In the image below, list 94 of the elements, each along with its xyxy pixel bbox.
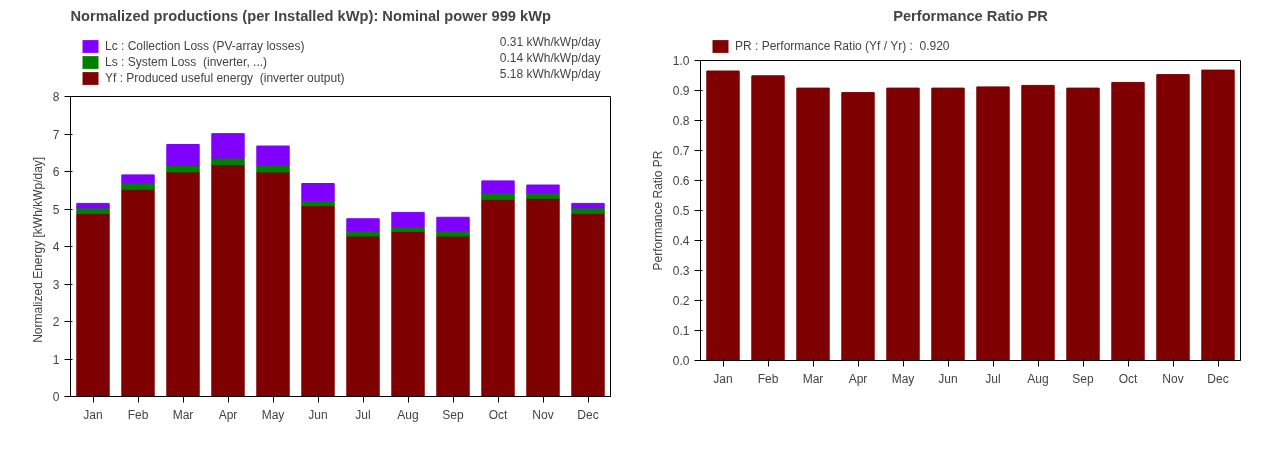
y-tick-label: 0.9 <box>672 84 690 98</box>
y-tick-label: 0.6 <box>672 174 690 188</box>
y-tick-label: 7 <box>52 127 60 142</box>
x-tick-label: Jun <box>938 371 958 386</box>
bar <box>481 180 515 194</box>
y-tick-label: 2 <box>52 315 60 329</box>
y-tick-label: 0.5 <box>672 204 690 218</box>
bar <box>166 144 200 166</box>
x-tick-label: Jun <box>308 407 328 422</box>
bar <box>571 213 605 397</box>
bar <box>796 87 830 361</box>
y-tick-label: 0.8 <box>672 114 690 128</box>
x-tick-label: Jan <box>83 407 103 422</box>
x-tick-label: Feb <box>757 371 779 386</box>
bar <box>931 87 965 361</box>
bar <box>1201 69 1235 361</box>
bar <box>391 211 425 228</box>
x-tick-label: Jul <box>355 407 371 422</box>
y-tick-label: 1.0 <box>672 54 690 68</box>
bar <box>1111 81 1145 361</box>
bar <box>571 202 605 209</box>
x-tick-label: Dec <box>577 407 599 422</box>
x-tick-label: Nov <box>532 407 554 422</box>
text: 0.31 kWh/kWp/day <box>499 34 601 49</box>
bar <box>751 75 785 361</box>
x-tick-label: Sep <box>442 407 464 422</box>
x-tick-label: May <box>891 371 915 386</box>
legend-label: Yf : Produced useful energy (inverter output) <box>105 70 345 86</box>
y-tick-label: 0.0 <box>672 354 690 368</box>
bar <box>76 213 110 397</box>
y-tick-label: 5 <box>52 202 60 217</box>
bar <box>391 231 425 397</box>
y-axis-title: Normalized Energy [kWh/kWp/day] <box>30 156 45 343</box>
bar <box>841 92 875 361</box>
chart-title: Normalized productions (per Installed kWp): Nominal power 999 kWp <box>70 7 551 24</box>
y-tick-label: 0.7 <box>672 144 690 158</box>
bar <box>301 205 335 397</box>
x-tick-label: Oct <box>1118 371 1138 386</box>
bar <box>976 86 1010 361</box>
x-tick-label: Nov <box>1162 371 1184 386</box>
bar <box>436 235 470 397</box>
y-tick-label: 6 <box>52 165 60 179</box>
bar <box>121 174 155 184</box>
bar <box>481 198 515 397</box>
x-tick-label: Jul <box>985 371 1001 386</box>
bar <box>211 164 245 397</box>
y-axis-title: Performance Ratio PR <box>650 150 665 271</box>
bar <box>301 183 335 202</box>
x-tick-label: Mar <box>172 407 194 422</box>
x-tick-label: Dec <box>1207 371 1229 386</box>
x-tick-label: Sep <box>1072 371 1094 386</box>
chart-title: Performance Ratio PR <box>893 7 1049 24</box>
bar <box>526 184 560 194</box>
x-tick-label: May <box>261 407 285 422</box>
bar <box>436 216 470 232</box>
bar <box>706 70 740 361</box>
x-tick-label: Oct <box>488 407 508 422</box>
bar <box>211 133 245 159</box>
y-tick-label: 8 <box>52 90 60 104</box>
x-tick-label: Aug <box>397 407 419 422</box>
bar <box>256 145 290 166</box>
bar <box>76 202 110 209</box>
bar <box>526 197 560 397</box>
legend-label: PR : Performance Ratio (Yf / Yr) : 0.920 <box>735 38 950 54</box>
y-tick-label: 0.2 <box>672 294 690 308</box>
bar <box>346 218 380 232</box>
bar <box>256 171 290 397</box>
bar <box>886 87 920 361</box>
legend-label: Lc : Collection Loss (PV-array losses) <box>105 38 305 54</box>
y-tick-label: 0 <box>52 390 60 404</box>
bar <box>166 171 200 397</box>
bar <box>121 182 155 190</box>
bar <box>121 188 155 397</box>
text: 0.14 kWh/kWp/day <box>499 50 601 65</box>
bar <box>1156 74 1190 361</box>
bar <box>256 165 290 173</box>
x-tick-label: Aug <box>1027 371 1049 386</box>
x-tick-label: Mar <box>802 371 824 386</box>
x-tick-label: Feb <box>127 407 149 422</box>
x-tick-label: Apr <box>848 371 868 386</box>
y-tick-label: 4 <box>52 240 60 254</box>
x-tick-label: Apr <box>218 407 238 422</box>
x-tick-label: Jan <box>713 371 733 386</box>
bar <box>346 235 380 397</box>
y-tick-label: 1 <box>52 352 60 367</box>
y-tick-label: 3 <box>52 277 60 292</box>
bar <box>166 165 200 173</box>
y-tick-label: 0.3 <box>672 264 690 278</box>
y-tick-label: 0.1 <box>672 324 690 338</box>
bar <box>1021 84 1055 361</box>
y-tick-label: 0.4 <box>672 234 690 248</box>
text: 5.18 kWh/kWp/day <box>499 66 601 81</box>
legend-label: Ls : System Loss (inverter, ...) <box>105 54 268 70</box>
bar <box>1066 87 1100 361</box>
